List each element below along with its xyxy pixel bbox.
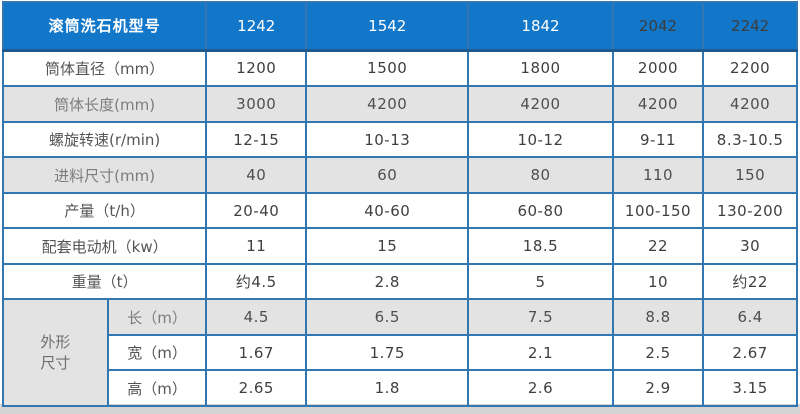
value-cell: 18.5	[467, 227, 614, 265]
model-column-header: 2242	[702, 1, 798, 52]
row-label: 进料尺寸(mm)	[1, 156, 208, 194]
value-cell: 2.9	[611, 369, 705, 407]
value-cell: 2.1	[467, 333, 614, 372]
value-cell: 80	[467, 156, 614, 194]
dimension-group-label: 外形 尺寸	[2, 298, 109, 407]
spec-row-dim-height: 高（m） 2.65 1.8 2.6 2.9 3.15	[3, 369, 798, 407]
value-cell: 2.65	[205, 369, 308, 407]
model-column-header: 2042	[611, 1, 705, 52]
value-cell: 8.8	[611, 298, 705, 336]
value-cell: 40-60	[305, 191, 470, 230]
value-cell: 4200	[611, 85, 705, 123]
value-cell: 10-12	[467, 120, 614, 159]
table-header: 滚筒洗石机型号 1242 1542 1842 2042 2242	[1, 1, 798, 52]
spec-row-rotation-speed: 螺旋转速(r/min) 12-15 10-13 10-12 9-11 8.3-1…	[1, 120, 798, 159]
value-cell: 15	[305, 227, 470, 265]
value-cell: 9-11	[611, 120, 705, 159]
value-cell: 2.8	[305, 262, 470, 301]
value-cell: 1.8	[305, 369, 470, 407]
table-body: 筒体直径（mm） 1200 1500 1800 2000 2200 筒体长度(m…	[1, 48, 798, 407]
model-column-header: 1242	[205, 1, 308, 52]
value-cell: 130-200	[702, 191, 798, 230]
value-cell: 4200	[702, 85, 798, 123]
value-cell: 约4.5	[205, 262, 308, 301]
value-cell: 8.3-10.5	[702, 120, 798, 159]
spec-table: 滚筒洗石机型号 1242 1542 1842 2042 2242 筒体直径（mm…	[1, 1, 798, 407]
value-cell: 110	[611, 156, 705, 194]
row-label: 筒体直径（mm）	[1, 48, 208, 88]
spec-row-dim-length: 外形 尺寸 长（m） 4.5 6.5 7.5 8.8 6.4	[2, 298, 798, 407]
spec-row-feed-size: 进料尺寸(mm) 40 60 80 110 150	[1, 156, 798, 194]
value-cell: 60	[305, 156, 470, 194]
spec-row-length: 筒体长度(mm) 3000 4200 4200 4200 4200	[1, 85, 798, 123]
value-cell: 11	[205, 227, 308, 265]
header-row: 滚筒洗石机型号 1242 1542 1842 2042 2242	[1, 1, 798, 52]
spec-row-capacity: 产量（t/h） 20-40 40-60 60-80 100-150 130-20…	[1, 191, 798, 230]
value-cell: 12-15	[205, 120, 308, 159]
value-cell: 150	[702, 156, 798, 194]
row-label: 螺旋转速(r/min)	[1, 120, 208, 159]
value-cell: 4200	[467, 85, 614, 123]
dimension-group-line2: 尺寸	[40, 353, 71, 372]
spec-row-weight: 重量（t） 约4.5 2.8 5 10 约22	[1, 262, 798, 301]
value-cell: 1500	[305, 48, 470, 88]
value-cell: 6.5	[305, 298, 470, 336]
value-cell: 4.5	[205, 298, 308, 336]
value-cell: 3.15	[702, 369, 798, 407]
value-cell: 2200	[702, 48, 798, 88]
value-cell: 4200	[305, 85, 470, 123]
value-cell: 7.5	[467, 298, 614, 336]
value-cell: 约22	[702, 262, 798, 301]
row-label: 重量（t）	[1, 262, 208, 301]
spec-row-motor: 配套电动机（kw） 11 15 18.5 22 30	[1, 227, 798, 265]
sub-row-label: 长（m）	[106, 298, 208, 336]
value-cell: 2.67	[702, 333, 798, 372]
value-cell: 10	[611, 262, 705, 301]
value-cell: 3000	[205, 85, 308, 123]
row-label: 筒体长度(mm)	[1, 85, 208, 123]
sub-row-label: 宽（m）	[106, 333, 208, 372]
value-cell: 2.6	[467, 369, 614, 407]
value-cell: 5	[467, 262, 614, 301]
value-cell: 60-80	[467, 191, 614, 230]
value-cell: 6.4	[702, 298, 798, 336]
value-cell: 2000	[611, 48, 705, 88]
dimension-group-line1: 外形	[40, 333, 71, 352]
value-cell: 1800	[467, 48, 614, 88]
value-cell: 10-13	[305, 120, 470, 159]
value-cell: 20-40	[205, 191, 308, 230]
value-cell: 30	[702, 227, 798, 265]
value-cell: 100-150	[611, 191, 705, 230]
spec-row-diameter: 筒体直径（mm） 1200 1500 1800 2000 2200	[1, 48, 798, 88]
row-label: 配套电动机（kw）	[1, 227, 208, 265]
value-cell: 40	[205, 156, 308, 194]
row-label: 产量（t/h）	[1, 191, 208, 230]
sub-row-label: 高（m）	[106, 369, 208, 407]
table-title: 滚筒洗石机型号	[1, 1, 208, 52]
model-column-header: 1542	[305, 1, 470, 52]
value-cell: 1.67	[205, 333, 308, 372]
value-cell: 1.75	[305, 333, 470, 372]
spec-row-dim-width: 宽（m） 1.67 1.75 2.1 2.5 2.67	[3, 333, 798, 372]
value-cell: 2.5	[611, 333, 705, 372]
value-cell: 22	[611, 227, 705, 265]
model-column-header: 1842	[467, 1, 614, 52]
value-cell: 1200	[205, 48, 308, 88]
